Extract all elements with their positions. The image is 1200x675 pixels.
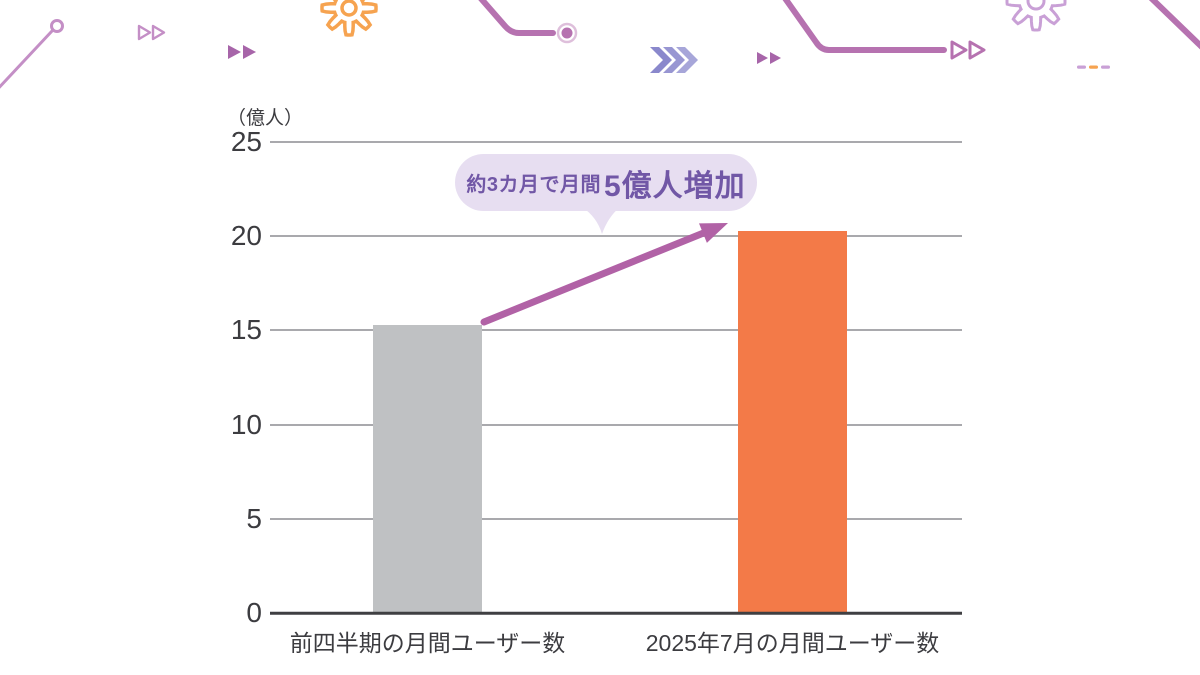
top-decorations [0, 0, 1200, 89]
circuit-line-dot-icon [478, 0, 578, 44]
bar-july-2025 [738, 230, 847, 613]
y-tick-label-0: 0 [246, 597, 262, 628]
x-axis-line [270, 611, 962, 615]
y-tick-label-20: 20 [230, 220, 262, 252]
y-tick-label-25: 25 [230, 126, 262, 157]
fast-forward-filled-icon [228, 45, 256, 59]
y-tick-label-10: 10 [230, 408, 262, 440]
circuit-line-arrows-icon [782, 0, 986, 60]
x-category-label-0: 前四半期の月間ユーザー数 [289, 630, 566, 656]
annotation-text-small: 約3カ月で月間 [466, 174, 601, 196]
node-line-icon [0, 19, 64, 89]
x-category-label-1: 2025年7月の月間ユーザー数 [645, 630, 940, 656]
triple-chevron-icon [650, 47, 698, 73]
annotation-bubble-tail [582, 207, 620, 234]
gridline-10 [270, 423, 962, 426]
gear-icon [320, 0, 378, 37]
gridline-5 [270, 517, 962, 520]
dashed-line-icon [1077, 65, 1110, 69]
annotation-bubble: 約3カ月で月間 5億人増加 [455, 154, 757, 211]
annotation-text-large: 5億人増加 [603, 169, 746, 203]
y-axis-unit-label: （億人） [227, 108, 304, 129]
bar-previous-quarter [373, 324, 482, 613]
y-tick-label-15: 15 [230, 314, 262, 346]
gridline-25 [270, 141, 962, 143]
diagonal-line-icon [1148, 0, 1200, 50]
gridline-15 [270, 329, 962, 332]
gear-icon [1005, 0, 1067, 32]
fast-forward-outline-icon [137, 24, 166, 41]
y-tick-label-5: 5 [246, 502, 262, 534]
fast-forward-filled-icon [757, 52, 781, 64]
